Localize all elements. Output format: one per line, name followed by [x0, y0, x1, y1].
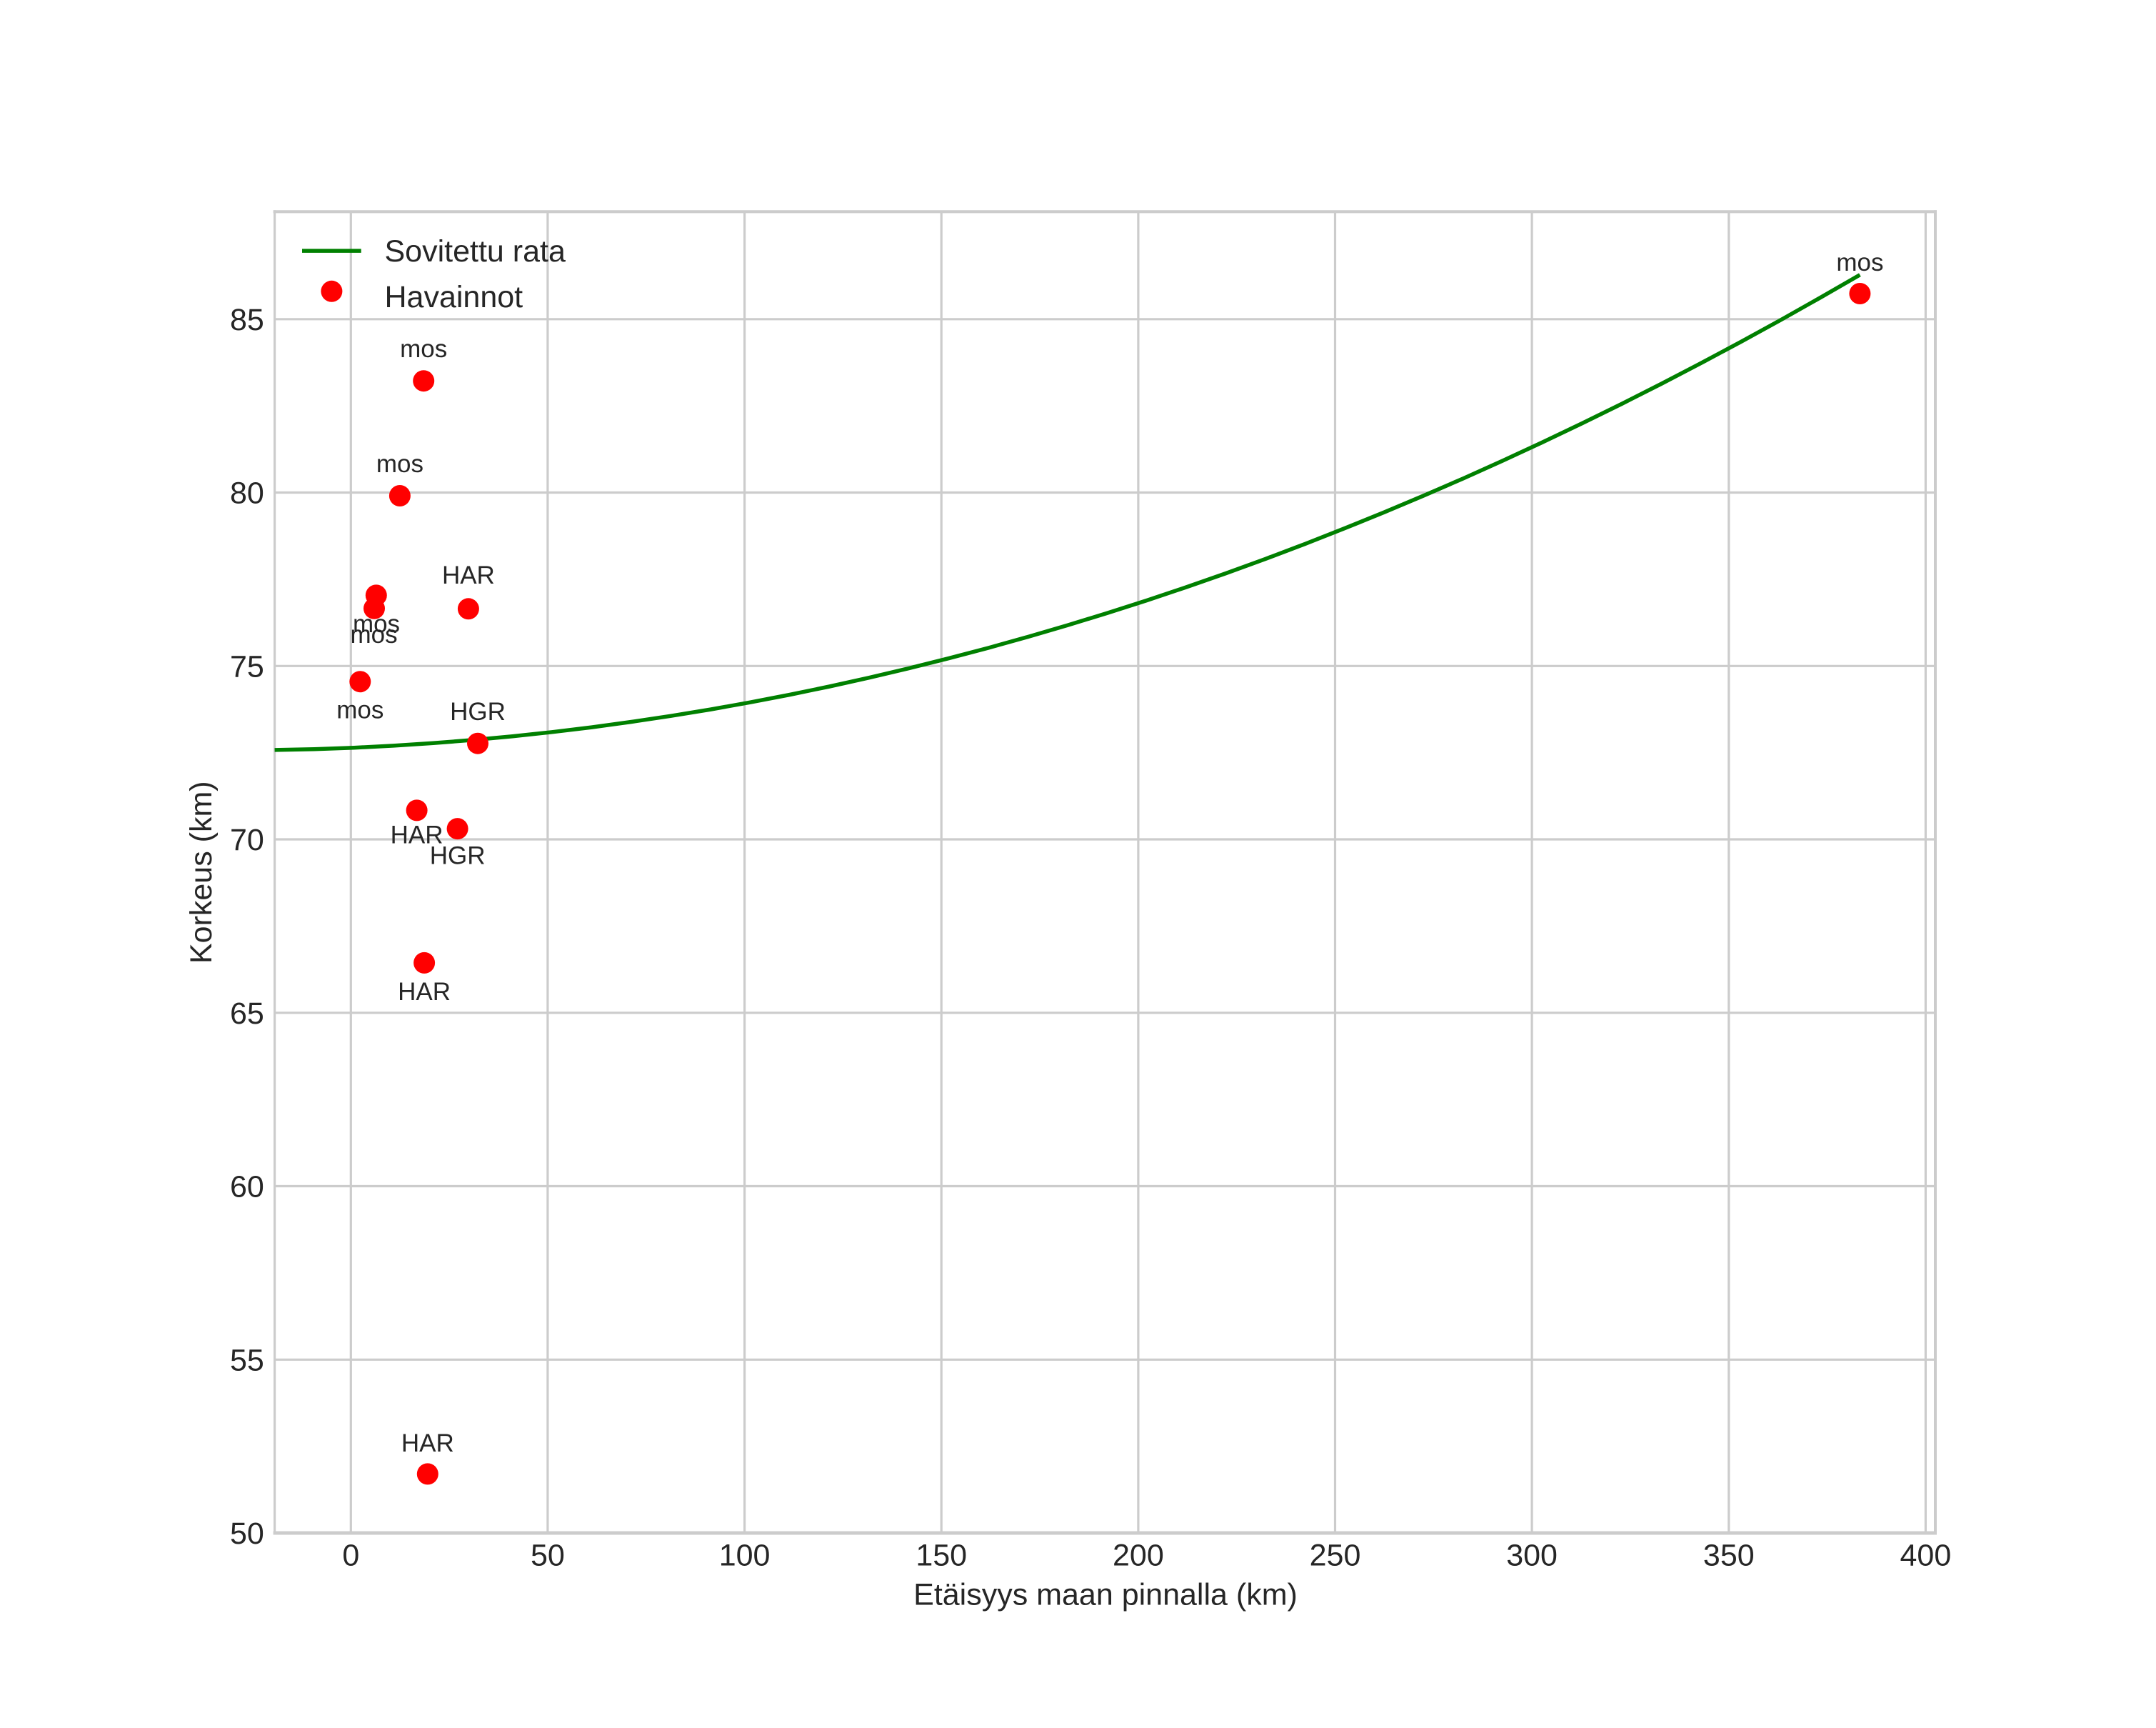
svg-text:250: 250 [1310, 1539, 1361, 1573]
svg-text:HAR: HAR [391, 821, 443, 849]
svg-text:75: 75 [230, 649, 264, 684]
svg-text:Sovitettu rata: Sovitettu rata [385, 234, 566, 269]
svg-text:200: 200 [1113, 1539, 1164, 1573]
svg-text:Etäisyys maan pinnalla (km): Etäisyys maan pinnalla (km) [913, 1578, 1298, 1612]
svg-text:50: 50 [531, 1539, 565, 1573]
svg-text:mos: mos [400, 335, 447, 363]
svg-text:mos: mos [336, 696, 383, 724]
svg-text:HGR: HGR [430, 841, 486, 869]
svg-text:Korkeus (km): Korkeus (km) [184, 781, 219, 964]
svg-text:HAR: HAR [401, 1429, 454, 1457]
svg-text:150: 150 [916, 1539, 967, 1573]
svg-text:55: 55 [230, 1343, 264, 1377]
svg-text:350: 350 [1703, 1539, 1755, 1573]
svg-text:60: 60 [230, 1170, 264, 1204]
svg-text:mos: mos [353, 610, 400, 638]
svg-text:300: 300 [1506, 1539, 1558, 1573]
svg-text:HAR: HAR [442, 561, 495, 589]
svg-text:HGR: HGR [450, 698, 506, 726]
svg-text:mos: mos [1836, 249, 1883, 276]
svg-text:mos: mos [351, 621, 398, 649]
svg-text:80: 80 [230, 476, 264, 511]
svg-text:100: 100 [719, 1539, 771, 1573]
svg-text:0: 0 [342, 1539, 359, 1573]
svg-text:400: 400 [1900, 1539, 1952, 1573]
svg-text:mos: mos [376, 450, 423, 478]
svg-text:Havainnot: Havainnot [385, 280, 523, 314]
svg-text:70: 70 [230, 823, 264, 857]
svg-text:65: 65 [230, 997, 264, 1031]
svg-text:85: 85 [230, 303, 264, 337]
svg-text:50: 50 [230, 1517, 264, 1551]
svg-text:HAR: HAR [398, 978, 451, 1006]
